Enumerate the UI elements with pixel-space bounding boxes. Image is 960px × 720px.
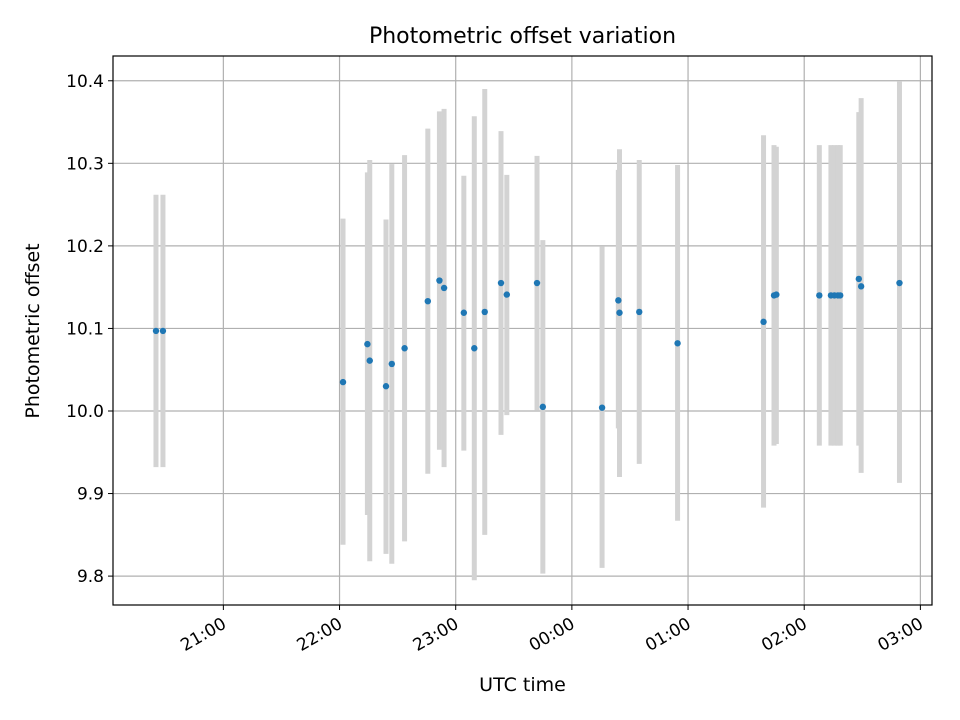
grid [113, 56, 932, 605]
data-point [674, 340, 681, 347]
data-point [503, 291, 511, 298]
data-point [760, 318, 767, 326]
y-axis-ticks: 9.8 9.9 10.0 10.1 10.2 10.3 10.4 [66, 72, 113, 587]
y-tick-label: 10.3 [66, 154, 104, 174]
data-point [616, 309, 623, 316]
data-point [364, 340, 371, 348]
data-point [440, 284, 448, 292]
data-points [152, 275, 903, 411]
data-point [436, 277, 443, 284]
chart-title: Photometric offset variation [369, 24, 676, 49]
data-point [401, 345, 408, 352]
data-point [533, 279, 541, 287]
y-tick-label: 10.2 [66, 237, 104, 257]
x-axis-label: UTC time [479, 674, 566, 696]
data-point [382, 383, 390, 390]
data-point [636, 308, 643, 316]
y-axis-label: Photometric offset [22, 243, 44, 418]
data-point [598, 404, 606, 411]
data-point [366, 357, 373, 364]
data-point [773, 291, 780, 298]
data-point [497, 279, 505, 287]
data-point [460, 309, 468, 316]
data-point [615, 297, 622, 304]
data-point [481, 308, 488, 316]
plot-area-frame [112, 55, 933, 606]
y-tick-label: 9.9 [77, 485, 104, 505]
y-tick-label: 10.0 [66, 402, 104, 422]
data-point [152, 327, 160, 335]
data-point [159, 327, 167, 335]
data-point [837, 292, 844, 299]
data-point [896, 279, 903, 287]
data-point [388, 360, 396, 368]
data-point [857, 283, 865, 290]
data-point [855, 275, 863, 283]
data-point [339, 378, 347, 386]
y-tick-label: 10.1 [66, 319, 104, 339]
y-tick-label: 10.4 [66, 72, 104, 92]
data-point [471, 345, 478, 352]
y-tick-label: 9.8 [77, 567, 104, 587]
data-point [539, 403, 547, 411]
data-point [424, 297, 432, 305]
data-point [816, 292, 823, 299]
